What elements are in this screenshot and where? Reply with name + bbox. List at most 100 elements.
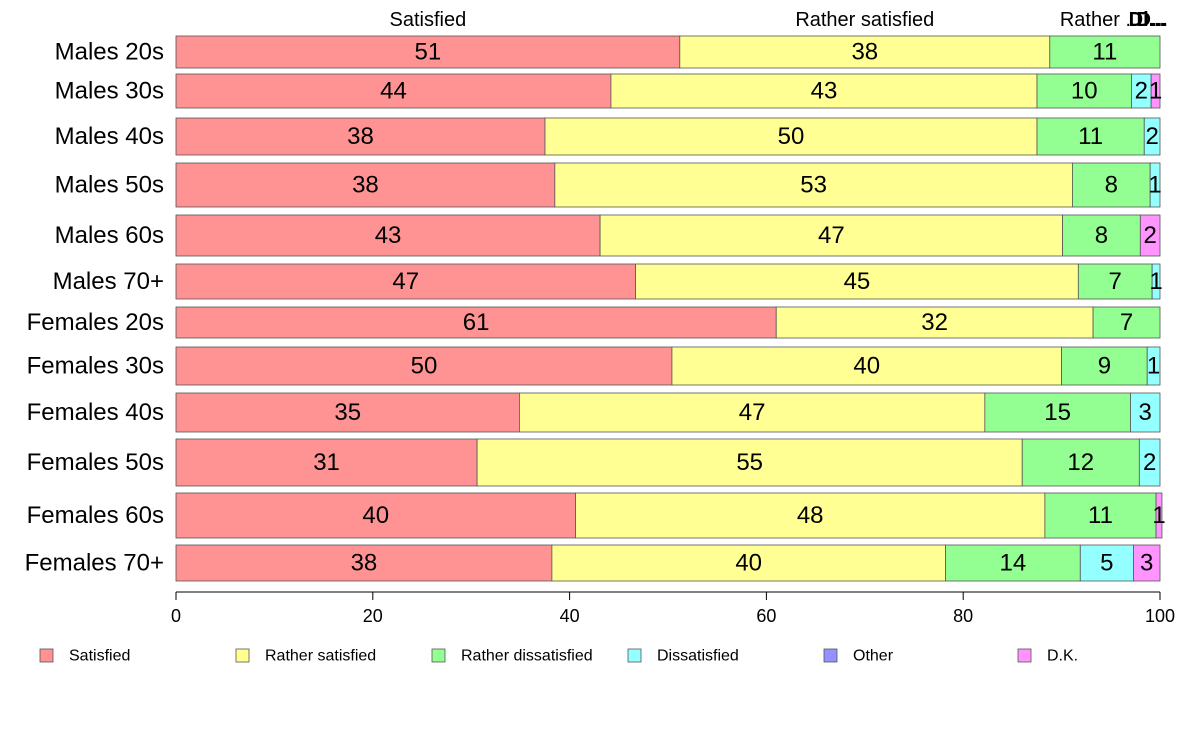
legend-item: Rather satisfied xyxy=(235,648,376,665)
segment-label: 47 xyxy=(818,222,845,249)
segment-label: 11 xyxy=(1078,123,1103,150)
category-label: Males 20s xyxy=(55,39,164,66)
segment-label: 7 xyxy=(1109,268,1122,295)
category-label: Females 50s xyxy=(27,449,164,476)
legend-swatch xyxy=(39,648,54,663)
segment-label: 43 xyxy=(375,222,402,249)
row-labels: Males 20s Males 30s Males 40s Males 50s Male… xyxy=(25,39,164,577)
bar-segment xyxy=(1151,263,1161,300)
category-label: Males 30s xyxy=(55,78,164,105)
bar-segment xyxy=(175,392,520,433)
legend-swatch xyxy=(431,648,446,663)
series-top-label: Rather ... xyxy=(1060,9,1142,31)
bar-segment xyxy=(984,392,1131,433)
bar-segment xyxy=(1061,346,1148,386)
segment-label: 45 xyxy=(844,268,871,295)
bar-segment xyxy=(610,73,1038,109)
segment-label: 5 xyxy=(1100,550,1113,577)
bar-segment xyxy=(519,392,986,433)
bar-row: 38 53 8 1 xyxy=(175,162,1162,208)
bar-segment xyxy=(1072,162,1151,208)
segment-label: 51 xyxy=(415,39,442,66)
bar-segment xyxy=(1155,492,1163,539)
legend-swatch xyxy=(1017,648,1032,663)
bar-segment xyxy=(1077,263,1153,300)
bar-segment xyxy=(1079,544,1134,582)
bar-row: 47 45 7 1 xyxy=(175,263,1163,300)
category-label: Males 40s xyxy=(55,123,164,150)
category-label: Females 40s xyxy=(27,399,164,426)
x-axis: 0 20 40 60 80 100 xyxy=(171,591,1175,626)
category-label: Males 70+ xyxy=(53,268,164,295)
bar-segment xyxy=(476,438,1023,487)
segment-label: 40 xyxy=(853,353,880,380)
bar-segment xyxy=(575,492,1046,539)
segment-label: 3 xyxy=(1139,399,1152,426)
category-label: Males 50s xyxy=(55,172,164,199)
x-tick-label: 60 xyxy=(756,606,776,626)
bar-segment xyxy=(1130,392,1161,433)
segment-label: 1 xyxy=(1147,353,1160,380)
segment-label: 7 xyxy=(1120,309,1133,336)
segment-label: 10 xyxy=(1071,78,1098,105)
segment-label: 2 xyxy=(1143,222,1156,249)
category-label: Males 60s xyxy=(55,222,164,249)
segment-label: 2 xyxy=(1143,449,1156,476)
bar-segment xyxy=(175,492,576,539)
bar-row: 50 40 9 1 xyxy=(175,346,1161,386)
legend: Satisfied Rather satisfied Rather dissatis… xyxy=(39,648,1078,665)
bar-row: 35 47 15 3 xyxy=(175,392,1161,433)
bar-segment xyxy=(1143,117,1161,156)
bar-segment xyxy=(1133,544,1161,582)
bar-segment xyxy=(1138,438,1161,487)
bar-segment xyxy=(1036,73,1132,109)
segment-label: 1 xyxy=(1149,78,1162,105)
bar-segment xyxy=(635,263,1079,300)
category-label: Females 20s xyxy=(27,309,164,336)
segment-label: 3 xyxy=(1140,550,1153,577)
segment-label: 53 xyxy=(800,172,827,199)
bar-segment xyxy=(1149,162,1161,208)
series-top-label: D... xyxy=(1136,9,1167,31)
segment-label: 11 xyxy=(1088,502,1113,529)
bar-segment xyxy=(1049,35,1161,69)
segment-label: 38 xyxy=(347,123,374,150)
legend-label: Rather satisfied xyxy=(265,648,376,665)
bar-segment xyxy=(671,346,1062,386)
bar-segment xyxy=(175,117,546,156)
segment-label: 2 xyxy=(1135,78,1148,105)
x-tick-label: 40 xyxy=(560,606,580,626)
segment-label: 38 xyxy=(851,39,878,66)
segment-label: 61 xyxy=(463,309,490,336)
segment-label: 48 xyxy=(797,502,824,529)
legend-item: D.K. xyxy=(1017,648,1078,665)
category-label: Females 70+ xyxy=(25,550,164,577)
bar-segment xyxy=(945,544,1081,582)
legend-item: Dissatisfied xyxy=(627,648,739,665)
bar-row: 43 47 8 2 xyxy=(175,214,1161,257)
segment-label: 40 xyxy=(362,502,389,529)
segment-label: 12 xyxy=(1067,449,1094,476)
segment-label: 43 xyxy=(811,78,838,105)
bar-segment xyxy=(175,306,777,339)
bar-segment xyxy=(554,162,1073,208)
bar-segment xyxy=(175,162,556,208)
x-tick-label: 0 xyxy=(171,606,181,626)
series-top-label: Satisfied xyxy=(390,9,467,31)
segment-label: 47 xyxy=(739,399,766,426)
segment-label: 55 xyxy=(736,449,763,476)
bar-segment xyxy=(1092,306,1161,339)
x-tick-label: 20 xyxy=(363,606,383,626)
bar-segment xyxy=(1139,214,1161,257)
segment-label: 11 xyxy=(1092,39,1117,66)
segment-label: 44 xyxy=(380,78,407,105)
segment-label: 1 xyxy=(1149,268,1162,295)
segment-label: 32 xyxy=(921,309,948,336)
category-label: Females 60s xyxy=(27,502,164,529)
segment-label: 8 xyxy=(1105,172,1118,199)
category-label: Females 30s xyxy=(27,353,164,380)
segment-label: 38 xyxy=(352,172,379,199)
bar-row: 51 38 11 xyxy=(175,35,1161,69)
